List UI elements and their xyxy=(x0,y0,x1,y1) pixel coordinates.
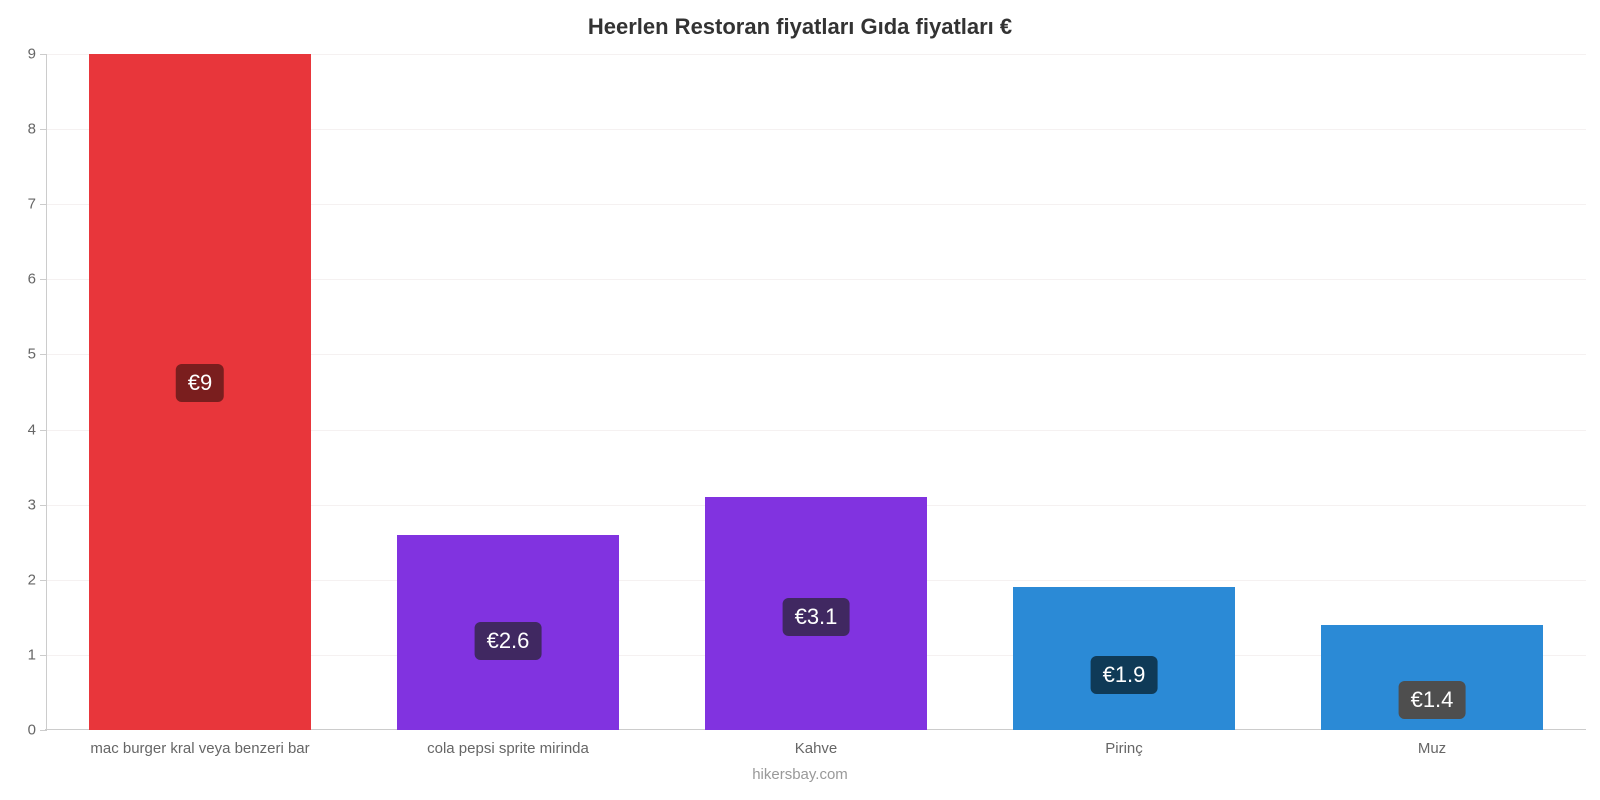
x-category-label: Kahve xyxy=(795,730,838,757)
y-axis xyxy=(46,54,47,731)
bar-value-label: €3.1 xyxy=(783,598,850,636)
chart-attribution: hikersbay.com xyxy=(0,766,1600,783)
x-category-label: Muz xyxy=(1418,730,1446,757)
price-bar-chart: Heerlen Restoran fiyatları Gıda fiyatlar… xyxy=(0,0,1600,800)
bar-value-label: €9 xyxy=(176,364,224,402)
plot-area: 0123456789€9mac burger kral veya benzeri… xyxy=(46,54,1586,730)
chart-title: Heerlen Restoran fiyatları Gıda fiyatlar… xyxy=(0,14,1600,40)
bar-value-label: €2.6 xyxy=(475,622,542,660)
x-category-label: mac burger kral veya benzeri bar xyxy=(90,730,309,757)
bar-value-label: €1.4 xyxy=(1399,681,1466,719)
x-category-label: cola pepsi sprite mirinda xyxy=(427,730,589,757)
bar-value-label: €1.9 xyxy=(1091,656,1158,694)
x-category-label: Pirinç xyxy=(1105,730,1143,757)
